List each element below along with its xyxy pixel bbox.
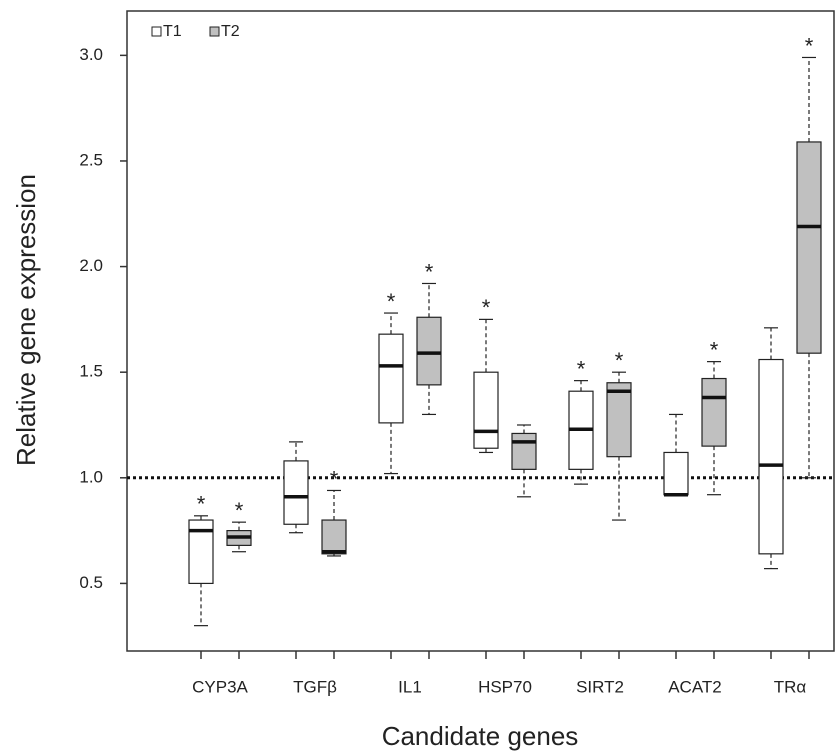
significance-star: * (805, 33, 814, 58)
box (378, 333, 404, 424)
legend-label: T1 (163, 23, 182, 40)
y-tick-label: 1.5 (79, 362, 103, 381)
y-axis-title: Relative gene expression (11, 174, 41, 466)
significance-star: * (387, 289, 396, 314)
significance-star: * (197, 492, 206, 517)
significance-star: * (235, 498, 244, 523)
y-tick-label: 3.0 (79, 45, 103, 64)
box (606, 382, 632, 458)
y-tick-label: 1.0 (79, 467, 103, 486)
x-tick-label: TRα (774, 677, 807, 696)
x-tick-label: TGFβ (293, 677, 337, 696)
significance-star: * (615, 348, 624, 373)
box (663, 451, 689, 496)
y-tick-label: 0.5 (79, 573, 103, 592)
x-tick-label: HSP70 (478, 677, 532, 696)
significance-star: * (330, 466, 339, 491)
plot-frame (126, 10, 835, 652)
x-tick-label: ACAT2 (668, 677, 722, 696)
box (473, 371, 499, 449)
box (511, 432, 537, 470)
box (796, 141, 822, 354)
legend-label: T2 (221, 23, 240, 40)
legend-swatch (151, 26, 162, 37)
box (321, 519, 347, 555)
y-tick-label: 2.5 (79, 150, 103, 169)
legend-swatch (209, 26, 220, 37)
significance-star: * (577, 356, 586, 381)
significance-star: * (482, 295, 491, 320)
x-axis-title: Candidate genes (382, 721, 579, 751)
box (283, 460, 309, 525)
y-tick-label: 2.0 (79, 256, 103, 275)
box (416, 316, 442, 386)
significance-star: * (425, 259, 434, 284)
x-tick-label: CYP3A (192, 677, 248, 696)
box (701, 377, 727, 447)
x-tick-label: IL1 (398, 677, 422, 696)
x-tick-label: SIRT2 (576, 677, 624, 696)
box (758, 358, 784, 555)
significance-star: * (710, 337, 719, 362)
